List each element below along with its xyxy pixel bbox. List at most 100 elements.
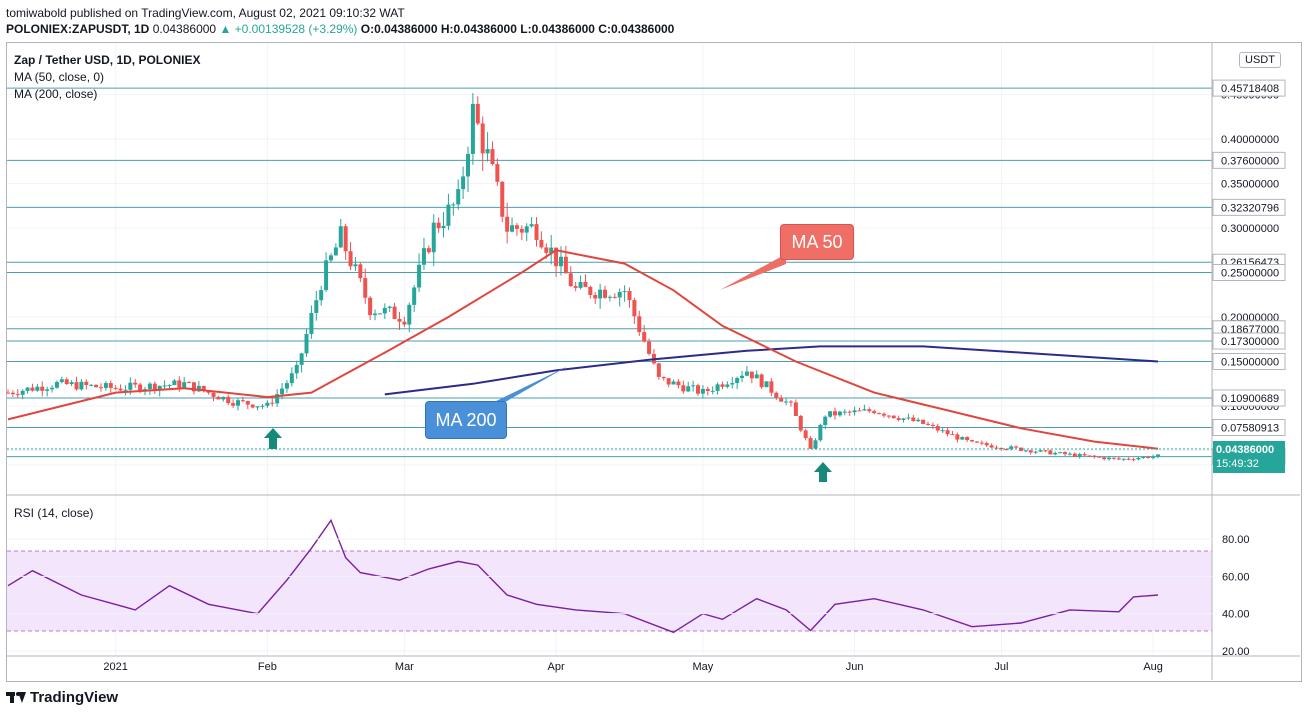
ma50-legend[interactable]: MA (50, close, 0): [14, 70, 105, 84]
currency-badge[interactable]: USDT: [1239, 52, 1281, 68]
candle: [500, 181, 505, 223]
candle: [270, 398, 275, 407]
rsi-legend[interactable]: RSI (14, close): [14, 506, 94, 520]
candle: [627, 287, 632, 308]
candle: [793, 399, 798, 417]
price-tick-label: 0.35000000: [1221, 179, 1279, 191]
time-tick-label: Feb: [258, 661, 277, 673]
candle: [480, 116, 485, 171]
candle: [813, 438, 818, 450]
candle: [495, 158, 500, 186]
candle: [769, 378, 774, 397]
tradingview-logo-icon: [6, 692, 26, 703]
candle: [911, 414, 916, 422]
rsi-tick-label: 40.00: [1222, 609, 1250, 621]
candle: [402, 316, 407, 328]
time-tick-label: Apr: [548, 661, 565, 673]
candle: [573, 282, 578, 292]
candle: [700, 385, 705, 399]
candle: [818, 423, 823, 442]
candle: [123, 385, 128, 396]
candle: [852, 406, 857, 416]
candle: [231, 399, 236, 408]
candle: [764, 381, 769, 388]
time-tick-label: 2021: [103, 661, 127, 673]
publish-info: tomiwabold published on TradingView.com,…: [6, 6, 405, 20]
candle: [309, 305, 314, 339]
candle: [568, 266, 573, 287]
candle: [661, 376, 666, 381]
candle: [426, 245, 431, 255]
candle-countdown: 15:49:32: [1216, 458, 1259, 470]
candle: [240, 397, 245, 403]
candle: [265, 400, 270, 408]
candle: [539, 231, 544, 249]
candle: [250, 404, 255, 409]
price-tick-label: 0.40000000: [1221, 134, 1279, 146]
time-tick-label: Jul: [994, 661, 1008, 673]
candle: [524, 223, 529, 242]
candle: [1009, 445, 1014, 451]
candle: [69, 380, 74, 387]
candle: [891, 415, 896, 419]
candle: [970, 439, 975, 443]
candle: [1067, 451, 1072, 456]
candle: [867, 407, 872, 413]
candle: [373, 309, 378, 321]
time-tick-label: Jun: [846, 661, 864, 673]
chart-frame[interactable]: [6, 42, 1302, 682]
candle: [98, 383, 103, 392]
candle: [872, 409, 877, 415]
time-tick-label: May: [693, 661, 714, 673]
candle: [382, 303, 387, 319]
candle: [916, 417, 921, 423]
candle: [617, 288, 622, 307]
last-price: 0.04386000: [152, 22, 217, 36]
candle: [754, 370, 759, 379]
candle: [554, 247, 559, 277]
candle: [999, 447, 1004, 451]
candle: [1014, 445, 1019, 449]
candle: [216, 395, 221, 400]
candle: [30, 383, 35, 392]
candle: [441, 212, 446, 238]
candle: [461, 166, 466, 200]
candle: [715, 382, 720, 395]
candle: [930, 422, 935, 430]
candle: [862, 404, 867, 411]
candle: [1082, 452, 1087, 456]
current-price-tag: 0.04386000 15:49:32: [1213, 441, 1285, 473]
candle: [881, 412, 886, 418]
time-tick-label: Aug: [1143, 661, 1163, 673]
candle: [960, 436, 965, 440]
candle: [45, 386, 50, 397]
candle: [294, 360, 299, 379]
level-label-text: 0.07580913: [1221, 423, 1279, 435]
candle: [470, 93, 475, 165]
candle: [607, 295, 612, 302]
candle: [886, 415, 891, 419]
candle: [1121, 458, 1126, 462]
candle: [774, 391, 779, 401]
candle: [744, 365, 749, 377]
candle: [519, 225, 524, 241]
candle: [740, 370, 745, 383]
candle: [989, 443, 994, 448]
candle: [598, 283, 603, 309]
candle: [1023, 449, 1028, 453]
candle: [1043, 450, 1048, 453]
ma200-legend[interactable]: MA (200, close): [14, 87, 98, 101]
level-label: 0.37600000: [1212, 151, 1286, 169]
candle: [940, 427, 945, 433]
tradingview-logo[interactable]: TradingView: [6, 689, 118, 706]
candle: [353, 257, 358, 272]
ma50-callout: MA 50: [780, 224, 854, 260]
candle: [603, 285, 608, 299]
candle: [255, 406, 260, 411]
rsi-tick-label: 20.00: [1222, 646, 1250, 658]
candle: [671, 379, 676, 385]
candle: [451, 202, 456, 216]
candle: [35, 383, 40, 392]
candle: [64, 377, 69, 385]
